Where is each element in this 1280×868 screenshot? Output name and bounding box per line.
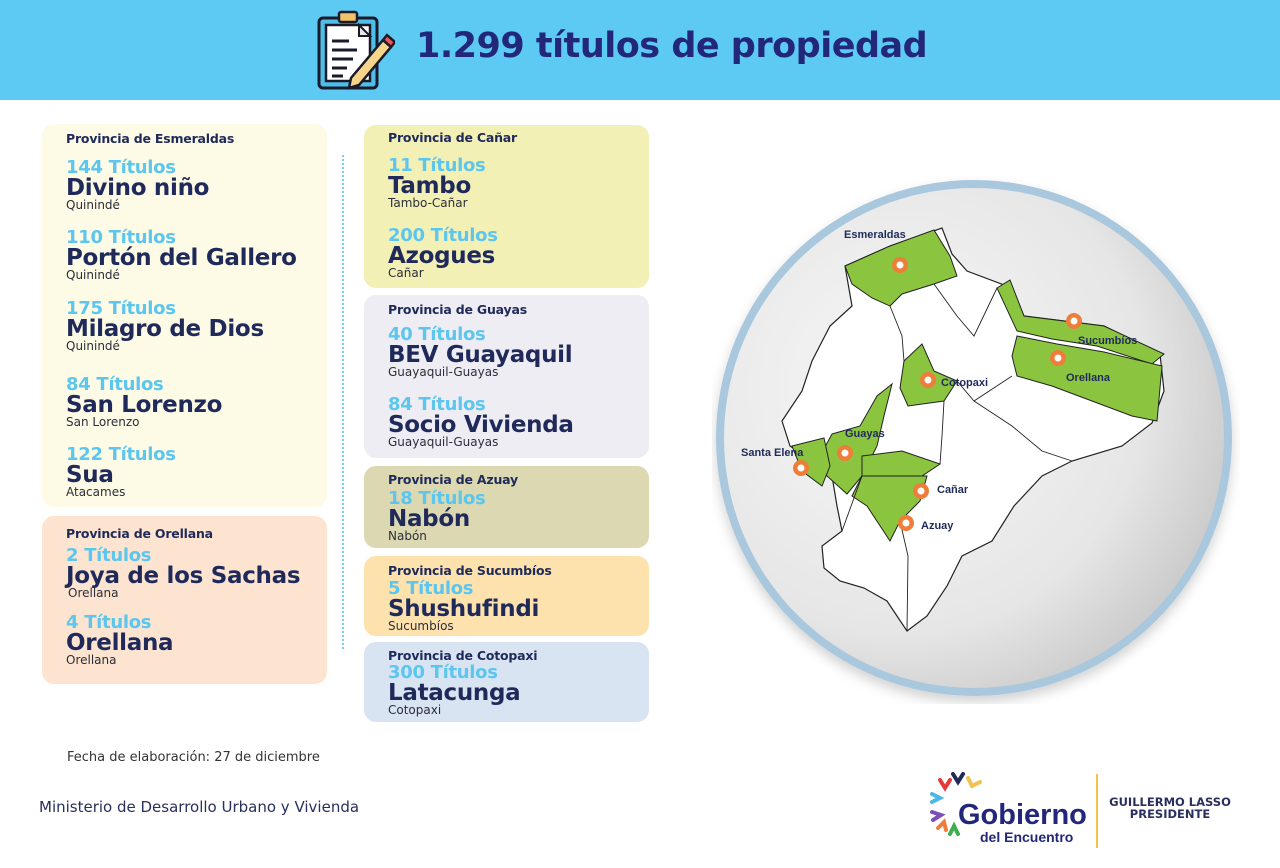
logo-divider — [1096, 774, 1098, 848]
map-label-santa-elena: Santa Elena — [741, 447, 804, 459]
project-name: Socio Vivienda — [388, 412, 574, 438]
title-count: 40 Títulos — [388, 324, 486, 345]
title-count: 11 Títulos — [388, 155, 486, 176]
ecuador-map: Esmeraldas Sucumbíos Orellana Cotopaxi G… — [712, 176, 1240, 704]
project-name: Sua — [66, 462, 114, 488]
project-name: BEV Guayaquil — [388, 342, 573, 368]
project-location: Cotopaxi — [388, 703, 442, 717]
list-item: 122 Títulos Sua Atacames — [66, 446, 176, 499]
card-canar: Provincia de Cañar 11 Títulos Tambo Tamb… — [364, 125, 649, 288]
list-item: 175 Títulos Milagro de Dios Quinindé — [66, 300, 264, 353]
page-title: 1.299 títulos de propiedad — [416, 26, 928, 66]
province-title: Provincia de Sucumbíos — [388, 563, 552, 578]
list-item: 5 Títulos Shushufindi Sucumbíos — [388, 580, 539, 633]
list-item: 110 Títulos Portón del Gallero Quinindé — [66, 229, 297, 282]
province-title: Provincia de Orellana — [66, 526, 213, 541]
project-name: Nabón — [388, 506, 470, 532]
svg-text:Gobierno: Gobierno — [958, 799, 1087, 831]
province-title: Provincia de Azuay — [388, 472, 518, 487]
card-cotopaxi: Provincia de Cotopaxi 300 Títulos Latacu… — [364, 642, 649, 722]
president-title: PRESIDENTE — [1129, 807, 1211, 821]
title-count: 84 Títulos — [388, 394, 486, 415]
clipboard-pencil-icon — [317, 10, 395, 90]
list-item: 4 Títulos Orellana Orellana — [66, 612, 174, 667]
ministry-name: Ministerio de Desarrollo Urbano y Vivien… — [39, 798, 360, 816]
card-orellana: Provincia de Orellana 2 Títulos Joya de … — [42, 516, 327, 684]
president-block: GUILLERMO LASSO PRESIDENTE — [1108, 796, 1232, 820]
project-location: Cañar — [388, 266, 424, 280]
province-title: Provincia de Esmeraldas — [66, 131, 235, 146]
project-name: San Lorenzo — [66, 392, 223, 418]
map-label-esmeraldas: Esmeraldas — [844, 229, 906, 241]
project-location: Orellana — [68, 586, 119, 600]
ecuador-map-graphic: Esmeraldas Sucumbíos Orellana Cotopaxi G… — [716, 180, 1232, 696]
project-name: Portón del Gallero — [66, 245, 297, 271]
map-markers — [793, 257, 1082, 531]
project-location: Nabón — [388, 529, 427, 543]
project-name: Shushufindi — [388, 596, 540, 622]
title-count: 18 Títulos — [388, 488, 486, 509]
project-name: Milagro de Dios — [66, 316, 264, 342]
project-name: Tambo — [388, 173, 471, 199]
map-label-canar: Cañar — [937, 484, 969, 496]
project-name: Divino niño — [66, 175, 210, 201]
sunburst-icon: Gobierno del Encuentro — [930, 772, 1087, 845]
project-location: San Lorenzo — [66, 415, 140, 429]
title-count: 4 Títulos — [66, 612, 152, 633]
region-sucumbios — [996, 279, 1165, 365]
map-label-azuay: Azuay — [921, 520, 954, 532]
project-location: Guayaquil-Guayas — [388, 435, 499, 449]
column-separator — [342, 155, 344, 649]
project-location: Sucumbíos — [388, 619, 454, 633]
card-sucumbios: Provincia de Sucumbíos 5 Títulos Shushuf… — [364, 556, 649, 636]
list-item: 84 Títulos Socio Vivienda Guayaquil-Guay… — [388, 396, 574, 449]
project-name: Joya de los Sachas — [66, 563, 301, 589]
list-item: 2 Títulos Joya de los Sachas Orellana — [66, 545, 301, 600]
elaboration-date: Fecha de elaboración: 27 de diciembre — [67, 750, 320, 765]
project-location: Atacames — [66, 485, 126, 499]
map-label-orellana: Orellana — [1066, 372, 1111, 384]
project-location: Tambo-Cañar — [388, 196, 468, 210]
project-name: Orellana — [66, 630, 174, 656]
title-count: 5 Títulos — [388, 578, 474, 599]
project-location: Orellana — [66, 653, 117, 667]
project-name: Latacunga — [388, 680, 521, 706]
list-item: 40 Títulos BEV Guayaquil Guayaquil-Guaya… — [388, 324, 573, 379]
map-label-sucumbios: Sucumbíos — [1078, 335, 1137, 347]
province-title: Provincia de Cañar — [388, 130, 518, 145]
title-count: 144 Títulos — [66, 157, 176, 178]
card-guayas: Provincia de Guayas 40 Títulos BEV Guaya… — [364, 295, 649, 458]
title-count: 122 Títulos — [66, 444, 176, 465]
title-count: 200 Títulos — [388, 225, 498, 246]
project-location: Quinindé — [66, 198, 120, 212]
card-esmeraldas: Provincia de Esmeraldas 144 Títulos Divi… — [42, 124, 327, 507]
title-count: 2 Títulos — [66, 545, 152, 566]
province-title: Provincia de Cotopaxi — [388, 648, 538, 663]
project-name: Azogues — [388, 243, 496, 269]
project-location: Guayaquil-Guayas — [388, 365, 499, 379]
list-item: 84 Títulos San Lorenzo San Lorenzo — [66, 376, 222, 429]
project-location: Quinindé — [66, 268, 120, 282]
svg-text:del Encuentro: del Encuentro — [980, 829, 1073, 845]
project-location: Quinindé — [66, 339, 120, 353]
title-count: 84 Títulos — [66, 374, 164, 395]
map-label-cotopaxi: Cotopaxi — [941, 377, 988, 389]
title-count: 175 Títulos — [66, 298, 176, 319]
list-item: 144 Títulos Divino niño Quinindé — [66, 159, 209, 212]
president-name: GUILLERMO LASSO — [1109, 795, 1231, 809]
list-item: 300 Títulos Latacunga Cotopaxi — [388, 662, 521, 717]
title-count: 110 Títulos — [66, 227, 176, 248]
list-item: 200 Títulos Azogues Cañar — [388, 227, 498, 280]
card-azuay: Provincia de Azuay 18 Títulos Nabón Nabó… — [364, 466, 649, 548]
list-item: 18 Títulos Nabón Nabón — [388, 488, 486, 543]
map-label-guayas: Guayas — [845, 428, 885, 440]
region-orellana — [1011, 335, 1163, 422]
gobierno-logo: Gobierno del Encuentro — [928, 768, 1098, 848]
list-item: 11 Títulos Tambo Tambo-Cañar — [388, 155, 486, 210]
title-count: 300 Títulos — [388, 662, 498, 683]
header-banner: 1.299 títulos de propiedad — [0, 0, 1280, 100]
province-title: Provincia de Guayas — [388, 302, 527, 317]
